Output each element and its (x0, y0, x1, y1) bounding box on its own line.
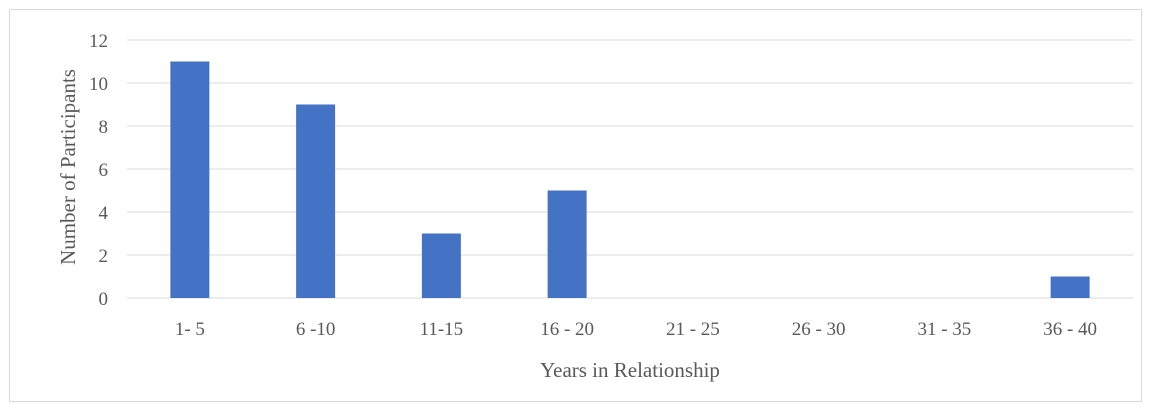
y-tick-label: 2 (99, 246, 109, 267)
y-tick-labels: 0 2 4 6 8 10 12 (89, 31, 109, 310)
y-tick-label: 4 (99, 203, 109, 224)
bar (547, 190, 587, 298)
y-tick-label: 10 (89, 74, 108, 95)
x-tick-label: 16 - 20 (540, 319, 594, 340)
x-tick-label: 36 - 40 (1043, 319, 1097, 340)
bars (170, 61, 1090, 298)
y-tick-label: 6 (99, 160, 109, 181)
x-tick-label: 31 - 35 (917, 319, 971, 340)
y-axis-title: Number of Participants (56, 69, 80, 265)
x-tick-label: 21 - 25 (666, 319, 720, 340)
x-tick-label: 6 -10 (296, 319, 336, 340)
bar (421, 233, 461, 298)
x-tick-label: 1- 5 (175, 319, 205, 340)
y-tick-label: 8 (99, 117, 109, 138)
bar (170, 61, 210, 298)
x-tick-label: 11-15 (420, 319, 464, 340)
y-tick-label: 12 (89, 31, 108, 52)
bar (1050, 276, 1090, 298)
y-tick-label: 0 (99, 289, 109, 310)
bar (296, 104, 336, 298)
x-tick-labels: 1- 5 6 -10 11-15 16 - 20 21 - 25 26 - 30 31 - … (175, 319, 1097, 340)
x-tick-label: 26 - 30 (792, 319, 846, 340)
gridlines (127, 39, 1133, 299)
x-axis-title: Years in Relationship (540, 358, 720, 382)
